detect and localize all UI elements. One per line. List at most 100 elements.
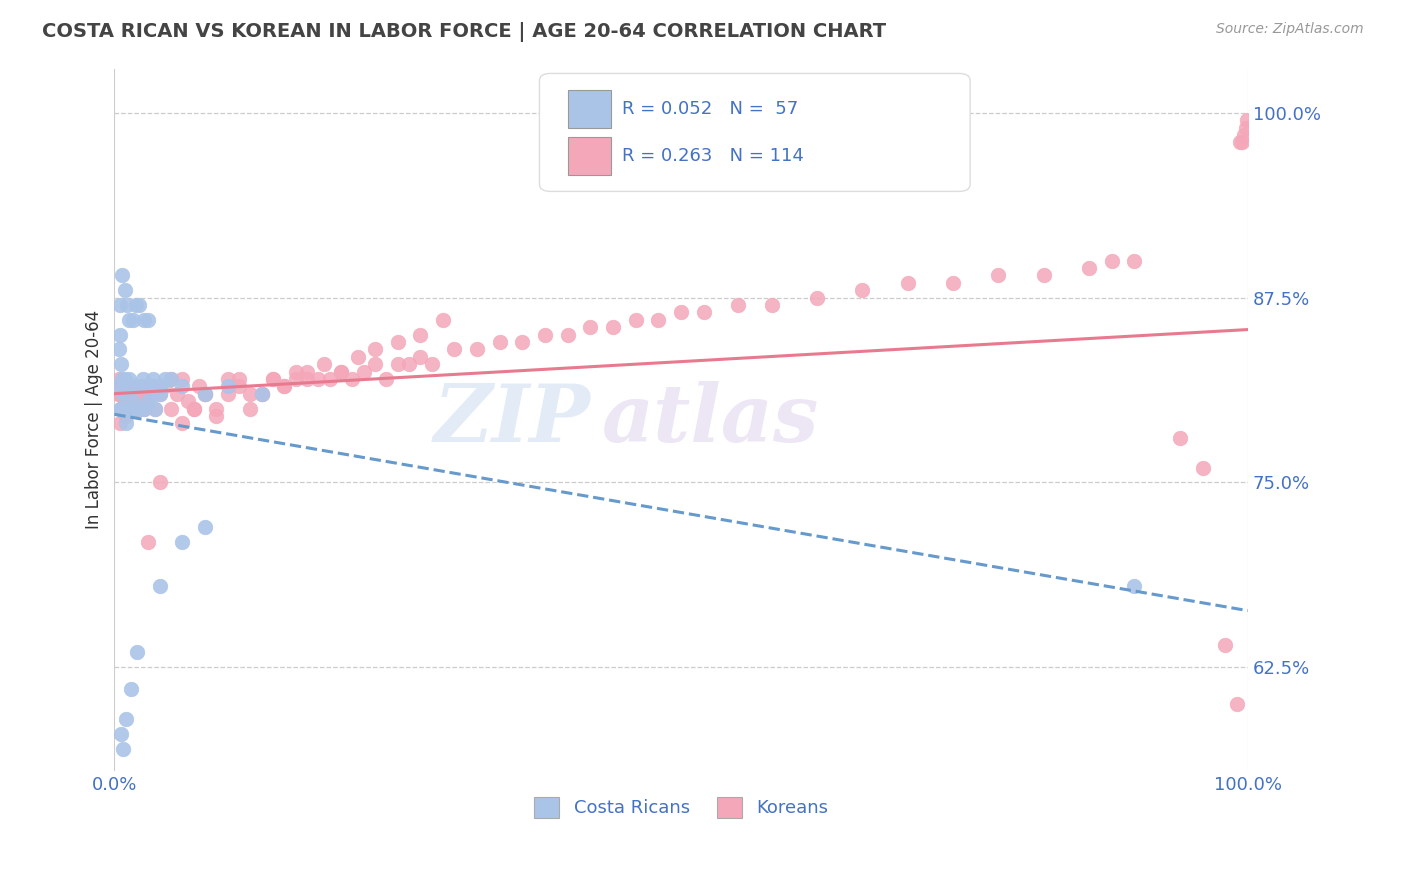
Point	[125, 645, 148, 659]
Point	[139, 386, 162, 401]
Point	[115, 298, 138, 312]
Point	[107, 379, 129, 393]
Point	[1191, 460, 1213, 475]
Point	[114, 417, 136, 431]
Point	[160, 800, 183, 814]
Point	[183, 401, 205, 416]
Point	[120, 386, 142, 401]
Point	[1032, 268, 1054, 283]
Point	[624, 313, 647, 327]
Point	[194, 520, 217, 534]
Text: COSTA RICAN VS KOREAN IN LABOR FORCE | AGE 20-64 CORRELATION CHART: COSTA RICAN VS KOREAN IN LABOR FORCE | A…	[42, 22, 886, 42]
Point	[217, 379, 239, 393]
Point	[1234, 120, 1257, 135]
Point	[228, 372, 250, 386]
Point	[128, 401, 150, 416]
Point	[143, 386, 166, 401]
Point	[114, 283, 136, 297]
Legend: Costa Ricans, Koreans: Costa Ricans, Koreans	[527, 789, 835, 825]
Point	[851, 283, 873, 297]
Point	[124, 401, 146, 416]
Point	[135, 386, 157, 401]
Point	[557, 327, 579, 342]
Point	[172, 379, 194, 393]
Point	[177, 394, 200, 409]
FancyBboxPatch shape	[568, 89, 610, 128]
Point	[138, 313, 160, 327]
Point	[250, 386, 273, 401]
Point	[420, 357, 443, 371]
Point	[239, 401, 262, 416]
Point	[110, 401, 132, 416]
Point	[375, 372, 398, 386]
Point	[125, 298, 148, 312]
Point	[160, 401, 183, 416]
Point	[115, 386, 138, 401]
Point	[432, 313, 454, 327]
Point	[295, 372, 318, 386]
Point	[131, 386, 153, 401]
Point	[142, 379, 165, 393]
Text: ZIP: ZIP	[433, 381, 591, 458]
Point	[239, 386, 262, 401]
Point	[114, 386, 136, 401]
Point	[1229, 136, 1251, 150]
Point	[534, 327, 557, 342]
Point	[110, 379, 132, 393]
Point	[114, 394, 136, 409]
Point	[132, 401, 155, 416]
Point	[125, 386, 148, 401]
Point	[443, 343, 465, 357]
Text: Source: ZipAtlas.com: Source: ZipAtlas.com	[1216, 22, 1364, 37]
Point	[118, 372, 141, 386]
Point	[125, 401, 148, 416]
Point	[1233, 128, 1256, 142]
Point	[1168, 431, 1191, 445]
Point	[110, 357, 132, 371]
Point	[108, 372, 131, 386]
Point	[110, 727, 132, 741]
Point	[166, 386, 188, 401]
Point	[128, 298, 150, 312]
Point	[132, 401, 155, 416]
Point	[897, 276, 920, 290]
Point	[114, 409, 136, 423]
Point	[217, 372, 239, 386]
Point	[143, 401, 166, 416]
Text: atlas: atlas	[602, 381, 820, 458]
Point	[806, 291, 828, 305]
Point	[194, 386, 217, 401]
Point	[110, 401, 132, 416]
Point	[117, 401, 139, 416]
Point	[149, 386, 172, 401]
Point	[761, 298, 783, 312]
Point	[579, 320, 602, 334]
Point	[121, 313, 143, 327]
Point	[138, 394, 160, 409]
Point	[330, 365, 353, 379]
Point	[1123, 253, 1146, 268]
Point	[307, 372, 329, 386]
Point	[118, 313, 141, 327]
Point	[398, 357, 420, 371]
Point	[295, 365, 318, 379]
Point	[205, 409, 228, 423]
Point	[142, 372, 165, 386]
Point	[727, 298, 749, 312]
Point	[160, 372, 183, 386]
Point	[465, 343, 488, 357]
Point	[342, 372, 364, 386]
Point	[155, 372, 177, 386]
Point	[117, 401, 139, 416]
Point	[172, 534, 194, 549]
Point	[228, 379, 250, 393]
Point	[409, 327, 432, 342]
Point	[262, 372, 284, 386]
Point	[114, 386, 136, 401]
Point	[364, 357, 387, 371]
Point	[314, 357, 336, 371]
Point	[194, 386, 217, 401]
Point	[364, 343, 387, 357]
Point	[149, 386, 172, 401]
Point	[1236, 113, 1258, 128]
